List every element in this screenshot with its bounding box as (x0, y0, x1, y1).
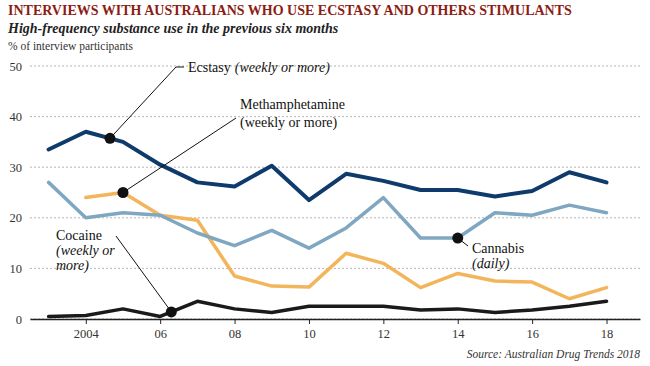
y-tick: 40 (10, 110, 31, 124)
y-tick: 0 (16, 313, 30, 327)
series-line (49, 301, 607, 316)
x-tick-label: 08 (229, 327, 242, 341)
annotation-leader (123, 118, 236, 193)
y-tick: 30 (10, 161, 31, 175)
x-tick-mark (383, 319, 384, 324)
x-tick-label: 10 (303, 327, 316, 341)
x-tick: 10 (303, 319, 316, 341)
annotation-dot (104, 133, 115, 144)
source: Source: Australian Drug Trends 2018 (467, 348, 641, 361)
grid-line (30, 319, 640, 320)
annotation-leader (110, 67, 184, 138)
series-line (86, 193, 607, 299)
series-line (49, 182, 607, 248)
x-tick-mark (160, 319, 161, 324)
series-note: more) (56, 258, 89, 274)
series-note: (weekly or more) (240, 115, 338, 131)
x-tick-mark (458, 319, 459, 324)
grid-line (30, 167, 640, 168)
series-name: Cocaine (56, 228, 102, 243)
series-label: Cannabis(daily) (472, 241, 524, 272)
series-name: Cannabis (472, 241, 524, 256)
series-label: Methamphetamine (weekly or more) (240, 97, 345, 131)
x-tick: 18 (601, 319, 614, 341)
series-label: Cocaine(weekly ormore) (56, 228, 115, 274)
y-tick-label: 0 (16, 313, 22, 327)
grid (30, 66, 640, 319)
x-tick-label: 16 (526, 327, 539, 341)
y-tick: 50 (10, 60, 31, 74)
x-tick: 08 (229, 319, 242, 341)
annotation-dot (117, 187, 128, 198)
grid-line (30, 268, 640, 269)
x-tick-label: 06 (154, 327, 167, 341)
x-tick-label: 2004 (74, 327, 100, 341)
title: INTERVIEWS WITH AUSTRALIANS WHO USE ECST… (8, 3, 572, 18)
series-note: (weekly or (56, 243, 115, 259)
x-tick-mark (309, 319, 310, 324)
series-label: Ecstasy (weekly or more) (188, 60, 330, 76)
chart-root: INTERVIEWS WITH AUSTRALIANS WHO USE ECST… (0, 0, 650, 366)
x-axis-line (31, 319, 641, 321)
x-tick-mark (86, 319, 87, 324)
x-tick-mark (607, 319, 608, 324)
y-tick-label: 30 (10, 161, 23, 175)
y-axis-line (30, 67, 31, 320)
x-tick: 14 (452, 319, 465, 341)
x-tick-mark (532, 319, 533, 324)
grid-line (30, 217, 640, 218)
plot-area (49, 132, 607, 317)
x-tick-label: 12 (378, 327, 391, 341)
x-tick: 12 (378, 319, 391, 341)
x-axis: 2004 06 08 10 12 14 16 18 (31, 319, 641, 341)
series-name: Methamphetamine (240, 97, 345, 112)
x-tick-label: 14 (452, 327, 465, 341)
annotation-leader (116, 236, 171, 312)
background (0, 0, 650, 366)
x-tick-mark (235, 319, 236, 324)
x-tick-label: 18 (601, 327, 614, 341)
series-name: Ecstasy (188, 60, 231, 75)
y-tick-label: 40 (10, 110, 23, 124)
x-tick: 06 (154, 319, 167, 341)
subtitle: High-frequency substance use in the prev… (7, 21, 339, 36)
series-note: (daily) (472, 256, 510, 272)
y-tick: 20 (10, 211, 31, 225)
y-axis: 0 10 20 30 40 50 (10, 60, 31, 327)
chart-svg: INTERVIEWS WITH AUSTRALIANS WHO USE ECST… (0, 0, 650, 366)
series-note: (weekly or more) (235, 60, 330, 76)
series-line (49, 132, 607, 200)
annotation-dot (166, 306, 177, 317)
y-axis-label: % of interview participants (8, 40, 133, 53)
y-tick: 10 (10, 262, 31, 276)
x-tick: 16 (526, 319, 539, 341)
annotation-dot (452, 233, 463, 244)
x-tick: 2004 (74, 319, 100, 341)
annotations: Ecstasy (weekly or more) Methamphetamine (w… (56, 60, 524, 317)
grid-line (30, 66, 640, 67)
y-tick-label: 50 (10, 60, 23, 74)
y-tick-label: 20 (10, 211, 23, 225)
y-tick-label: 10 (10, 262, 23, 276)
